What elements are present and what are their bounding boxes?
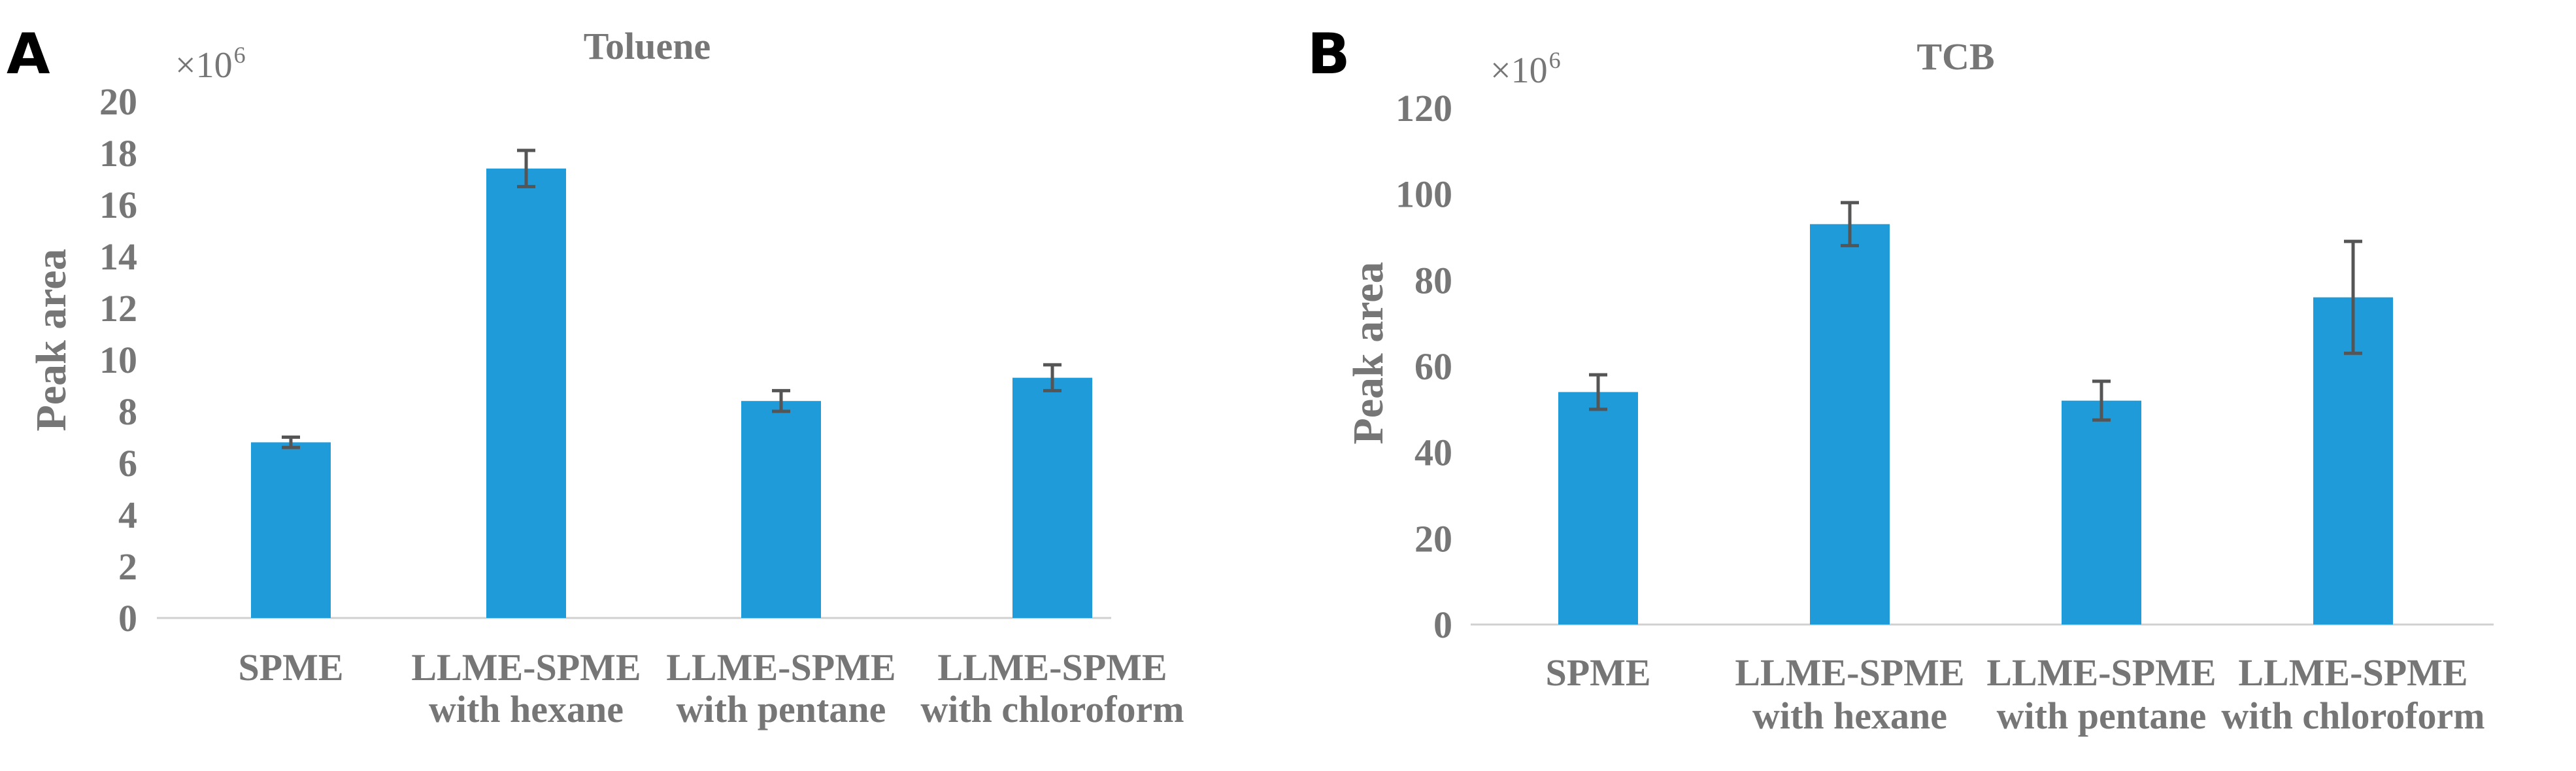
chart-panel-b: B TCB ×10 6 Peak area 0 20 40 60 80 100 120 SPME LLME… xyxy=(1307,22,2494,737)
bar xyxy=(1012,377,1092,618)
y-tick-label: 0 xyxy=(118,597,137,640)
x-category-label: LLME-SPME xyxy=(1735,651,1964,694)
y-tick-label: 12 xyxy=(99,287,137,330)
chart-title: TCB xyxy=(1916,35,1994,78)
x-category-label: LLME-SPME xyxy=(937,646,1167,689)
error-bar xyxy=(1841,201,1859,248)
y-axis-label: Peak area xyxy=(1345,262,1392,444)
y-tick-label: 120 xyxy=(1396,87,1452,129)
y-tick-label: 20 xyxy=(99,80,137,123)
bar xyxy=(251,442,331,618)
y-tick-label: 100 xyxy=(1396,173,1452,216)
bar xyxy=(2062,400,2141,625)
y-tick-label: 40 xyxy=(1414,432,1452,474)
y-axis-label: Peak area xyxy=(27,248,75,431)
y-tick-label: 0 xyxy=(1433,604,1452,646)
error-bar xyxy=(772,388,790,413)
y-tick-label: 8 xyxy=(118,390,137,433)
error-bar xyxy=(517,148,535,188)
x-category-label: with pentane xyxy=(1997,694,2207,737)
axis-multiplier: ×10 xyxy=(175,45,233,86)
x-category-label: SPME xyxy=(1545,651,1650,694)
y-tick-label: 2 xyxy=(118,545,137,588)
axis-multiplier-exponent: 6 xyxy=(1549,47,1561,73)
x-category-label: with pentane xyxy=(677,688,886,730)
x-category-label: LLME-SPME xyxy=(411,646,641,689)
bar xyxy=(486,168,566,618)
panel-label: B xyxy=(1307,22,1350,87)
bar xyxy=(741,401,821,618)
error-bar xyxy=(1589,373,1607,411)
x-category-label: with chloroform xyxy=(2221,694,2484,737)
x-category-label: with hexane xyxy=(1752,694,1947,737)
error-bar xyxy=(1043,363,1062,392)
x-category-label: with hexane xyxy=(429,688,624,730)
y-tick-label: 60 xyxy=(1414,345,1452,388)
y-tick-label: 20 xyxy=(1414,517,1452,560)
axis-multiplier: ×10 xyxy=(1490,50,1548,91)
bar xyxy=(1810,224,1890,625)
x-category-label: LLME-SPME xyxy=(2238,651,2467,694)
x-category-label: LLME-SPME xyxy=(1986,651,2216,694)
y-tick-label: 14 xyxy=(99,235,137,278)
error-bar xyxy=(2344,239,2362,355)
y-tick-label: 10 xyxy=(99,339,137,381)
axis-multiplier-exponent: 6 xyxy=(234,42,246,68)
bar xyxy=(1558,392,1638,625)
chart-title: Toluene xyxy=(584,25,711,67)
y-tick-label: 16 xyxy=(99,184,137,226)
x-category-label: LLME-SPME xyxy=(666,646,895,689)
error-bar xyxy=(2092,379,2111,422)
panel-label: A xyxy=(7,22,50,87)
error-bar xyxy=(282,436,300,449)
x-category-label: with chloroform xyxy=(920,688,1184,730)
y-tick-label: 6 xyxy=(118,442,137,485)
x-category-label: SPME xyxy=(238,646,343,689)
y-tick-label: 18 xyxy=(99,132,137,175)
y-tick-label: 4 xyxy=(118,494,137,536)
y-tick-label: 80 xyxy=(1414,259,1452,301)
